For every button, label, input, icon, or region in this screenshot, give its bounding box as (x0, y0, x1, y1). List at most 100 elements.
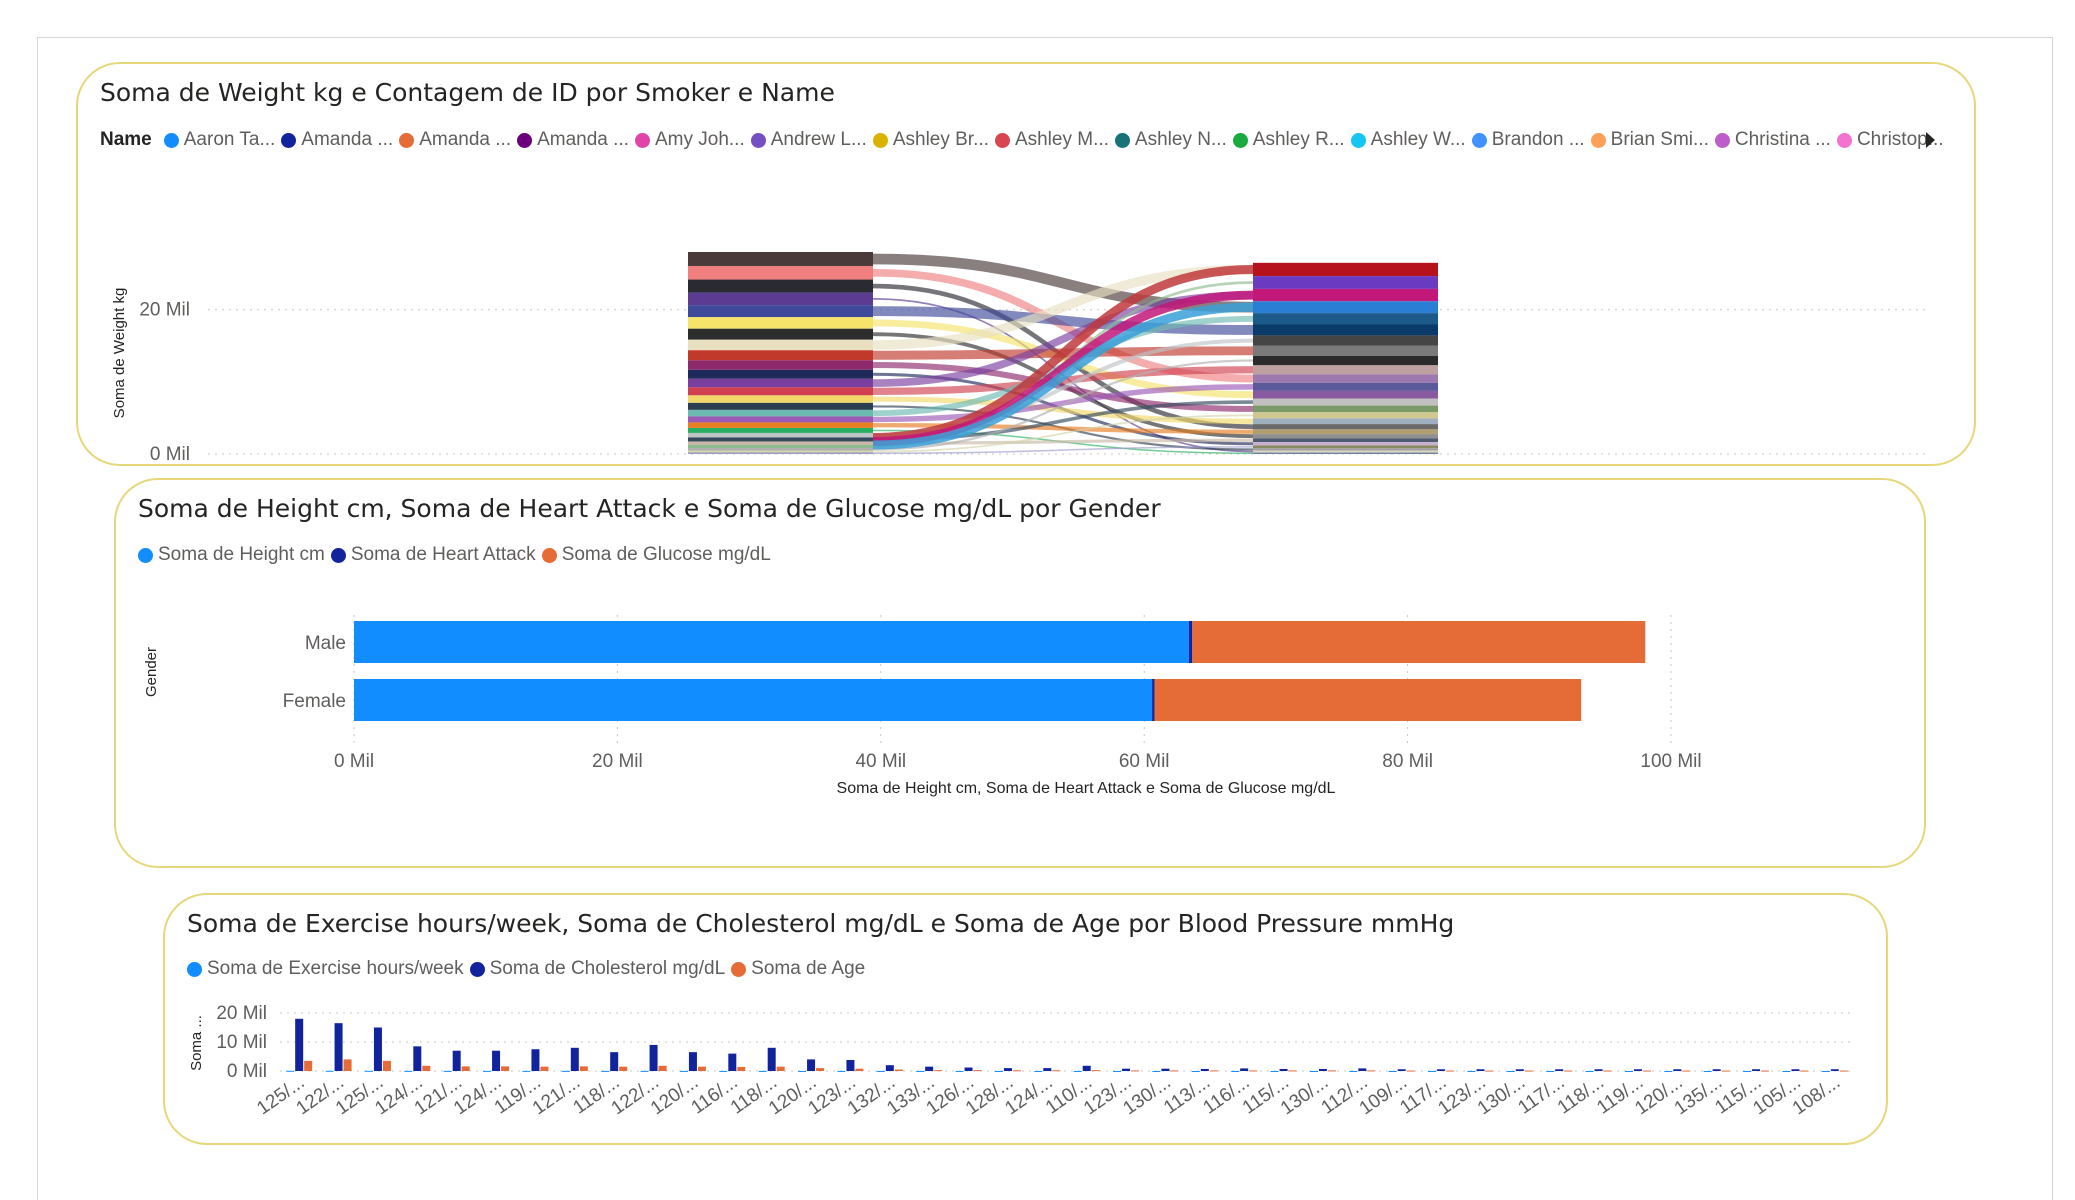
bar (1113, 1070, 1122, 1072)
bar (688, 1052, 697, 1071)
bar (1642, 1070, 1651, 1072)
bp-legend-item[interactable]: Soma de Age (731, 958, 865, 980)
sankey-legend-item[interactable]: Amanda ... (517, 129, 629, 151)
legend-dot-icon (330, 547, 346, 563)
bar (1231, 1070, 1240, 1072)
sankey-legend-item[interactable]: Christina ... (1714, 129, 1831, 151)
bar (1279, 1068, 1288, 1071)
sankey-node-yes (1253, 262, 1438, 277)
legend-dot-icon (634, 132, 650, 148)
bar (934, 1070, 943, 1072)
sankey-node-no (688, 252, 873, 267)
sankey-legend-item[interactable]: Amanda ... (399, 129, 511, 151)
sankey-legend-item[interactable]: Christop... (1836, 129, 1944, 151)
sankey-legend-item[interactable]: Amanda ... (281, 129, 393, 151)
sankey-legend-item[interactable]: Amy Joh... (634, 129, 745, 151)
sankey-legend-item[interactable]: Ashley R... (1232, 129, 1345, 151)
legend-label: Ashley N... (1134, 129, 1227, 150)
sankey-legend: Name Aaron Ta... Amanda ... Amanda ... Aman… (100, 129, 1950, 151)
bar (1791, 1069, 1800, 1071)
bar (570, 1047, 579, 1071)
bar (1830, 1069, 1839, 1071)
legend-dot-icon (1714, 132, 1730, 148)
sankey-legend-item[interactable]: Ashley W... (1350, 129, 1466, 151)
sankey-node-no (688, 441, 873, 445)
bar (719, 1070, 728, 1072)
sankey-flow (872, 264, 1254, 442)
bar (1003, 1068, 1012, 1071)
bar (1839, 1070, 1848, 1072)
bar (422, 1065, 431, 1071)
bar (1034, 1070, 1043, 1072)
sankey-legend-item[interactable]: Aaron Ta... (163, 129, 276, 151)
bar (443, 1070, 452, 1072)
x-tick-label: 20 Mil (592, 751, 643, 772)
sankey-legend-item[interactable]: Brandon ... (1471, 129, 1585, 151)
bar (1743, 1070, 1752, 1072)
sankey-node-yes (1253, 412, 1438, 419)
sankey-node-yes (1253, 448, 1438, 451)
sankey-node-yes (1253, 434, 1438, 439)
bp-legend-item[interactable]: Soma de Cholesterol mg/dL (469, 958, 725, 980)
sankey-legend-item[interactable]: Brian Smi... (1590, 129, 1709, 151)
height-legend-item[interactable]: Soma de Heart Attack (330, 544, 536, 566)
sankey-legend-item[interactable]: Ashley M... (994, 129, 1109, 151)
bar (1288, 1070, 1297, 1072)
sankey-legend-item[interactable]: Ashley N... (1114, 129, 1227, 151)
legend-dot-icon (872, 132, 888, 148)
height-legend-item[interactable]: Soma de Height cm (138, 544, 325, 566)
height-bar-panel[interactable]: Soma de Height cm, Soma de Heart Attack … (114, 478, 1926, 868)
height-bar-chart[interactable]: 0 Mil 20 Mil 40 Mil 60 Mil 80 Mil 100 Mil Male… (126, 575, 1906, 875)
legend-dot-icon (281, 132, 297, 148)
sankey-node-yes (1253, 445, 1438, 449)
bar (1367, 1070, 1376, 1072)
y-tick-label: Male (305, 633, 346, 654)
y-axis-label: Soma de Weight kg (111, 288, 128, 419)
legend-dot-icon (1114, 132, 1130, 148)
legend-dot-icon (517, 132, 533, 148)
bar (846, 1059, 855, 1071)
x-tick-label: 40 Mil (855, 751, 906, 772)
sankey-legend-item[interactable]: Ashley Br... (872, 129, 989, 151)
sankey-panel[interactable]: Soma de Weight kg e Contagem de ID por S… (76, 62, 1976, 466)
bar (973, 1070, 982, 1072)
sankey-flow (872, 384, 1254, 423)
sankey-node-yes (1253, 288, 1438, 302)
bar (964, 1067, 973, 1071)
bp-legend-item[interactable]: Soma de Exercise hours/week (187, 958, 464, 980)
bar (1191, 1070, 1200, 1072)
sankey-node-yes (1253, 438, 1438, 443)
bar (894, 1069, 903, 1071)
bar (1240, 1068, 1249, 1071)
bar (334, 1023, 343, 1071)
legend-label: Aaron Ta... (183, 129, 276, 150)
sankey-flow (872, 396, 1254, 424)
legend-label: Soma de Height cm (158, 544, 325, 565)
bar (404, 1070, 413, 1072)
sankey-legend-item[interactable]: Andrew L... (750, 129, 867, 151)
sankey-node-yes (1253, 405, 1438, 413)
bar (1624, 1070, 1633, 1072)
legend-label: Brandon ... (1491, 129, 1585, 150)
sankey-node-no (688, 427, 873, 433)
sankey-flow (872, 302, 1254, 450)
bar (1406, 1070, 1415, 1072)
bar (1546, 1070, 1555, 1072)
legend-next-arrow[interactable] (1926, 132, 1935, 148)
bar (1515, 1069, 1524, 1071)
bar-segment (1192, 621, 1646, 663)
legend-dot-icon (541, 547, 557, 563)
bp-bar-panel[interactable]: Soma de Exercise hours/week, Soma de Cho… (163, 893, 1888, 1145)
bar (1249, 1070, 1258, 1072)
sankey-node-no (688, 444, 873, 448)
legend-dot-icon (994, 132, 1010, 148)
bar (1564, 1070, 1573, 1072)
sankey-node-no (688, 402, 873, 410)
bar (1485, 1070, 1494, 1072)
x-tick-label: 0 Mil (334, 751, 374, 772)
height-legend-item[interactable]: Soma de Glucose mg/dL (541, 544, 771, 566)
legend-label: Soma de Glucose mg/dL (561, 544, 771, 565)
bar (1091, 1070, 1100, 1072)
